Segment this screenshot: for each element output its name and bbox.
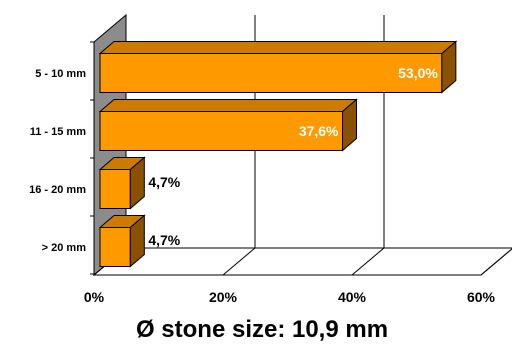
- gridline-floor: [480, 248, 512, 276]
- bar-top: [98, 99, 358, 112]
- bar-side: [342, 98, 358, 152]
- gridline-floor: [351, 247, 385, 276]
- x-tick-label: 20%: [209, 289, 238, 305]
- bar-side: [129, 214, 145, 268]
- bar-side: [441, 40, 457, 94]
- bar-side: [129, 156, 145, 210]
- bar-data-label: 37,6%: [299, 123, 339, 139]
- chart-labels: 0% 20% 40% 60% 5 - 10 mm 53,0% 11 - 15 mm 37,6%…: [29, 65, 495, 305]
- bar-data-label: 53,0%: [398, 65, 438, 81]
- gridline-floor: [222, 247, 256, 276]
- bar-data-label: 4,7%: [148, 232, 180, 248]
- x-axis-title: Ø stone size: 10,9 mm: [136, 316, 388, 343]
- y-category-label: 11 - 15 mm: [30, 126, 86, 138]
- bar-front: [99, 53, 443, 93]
- bar-top: [98, 41, 458, 54]
- y-category-label: 16 - 20 mm: [29, 184, 86, 196]
- y-category-label: 5 - 10 mm: [35, 68, 86, 80]
- y-category-label: > 20 mm: [42, 242, 87, 254]
- x-tick-label: 0%: [84, 289, 105, 305]
- bar-data-label: 4,7%: [148, 174, 180, 190]
- x-tick-label: 60%: [467, 289, 496, 305]
- x-tick-label: 40%: [338, 289, 367, 305]
- bar-front: [99, 227, 131, 267]
- floor: [92, 247, 512, 276]
- bar-front: [99, 169, 131, 209]
- chart-bars: [98, 40, 458, 268]
